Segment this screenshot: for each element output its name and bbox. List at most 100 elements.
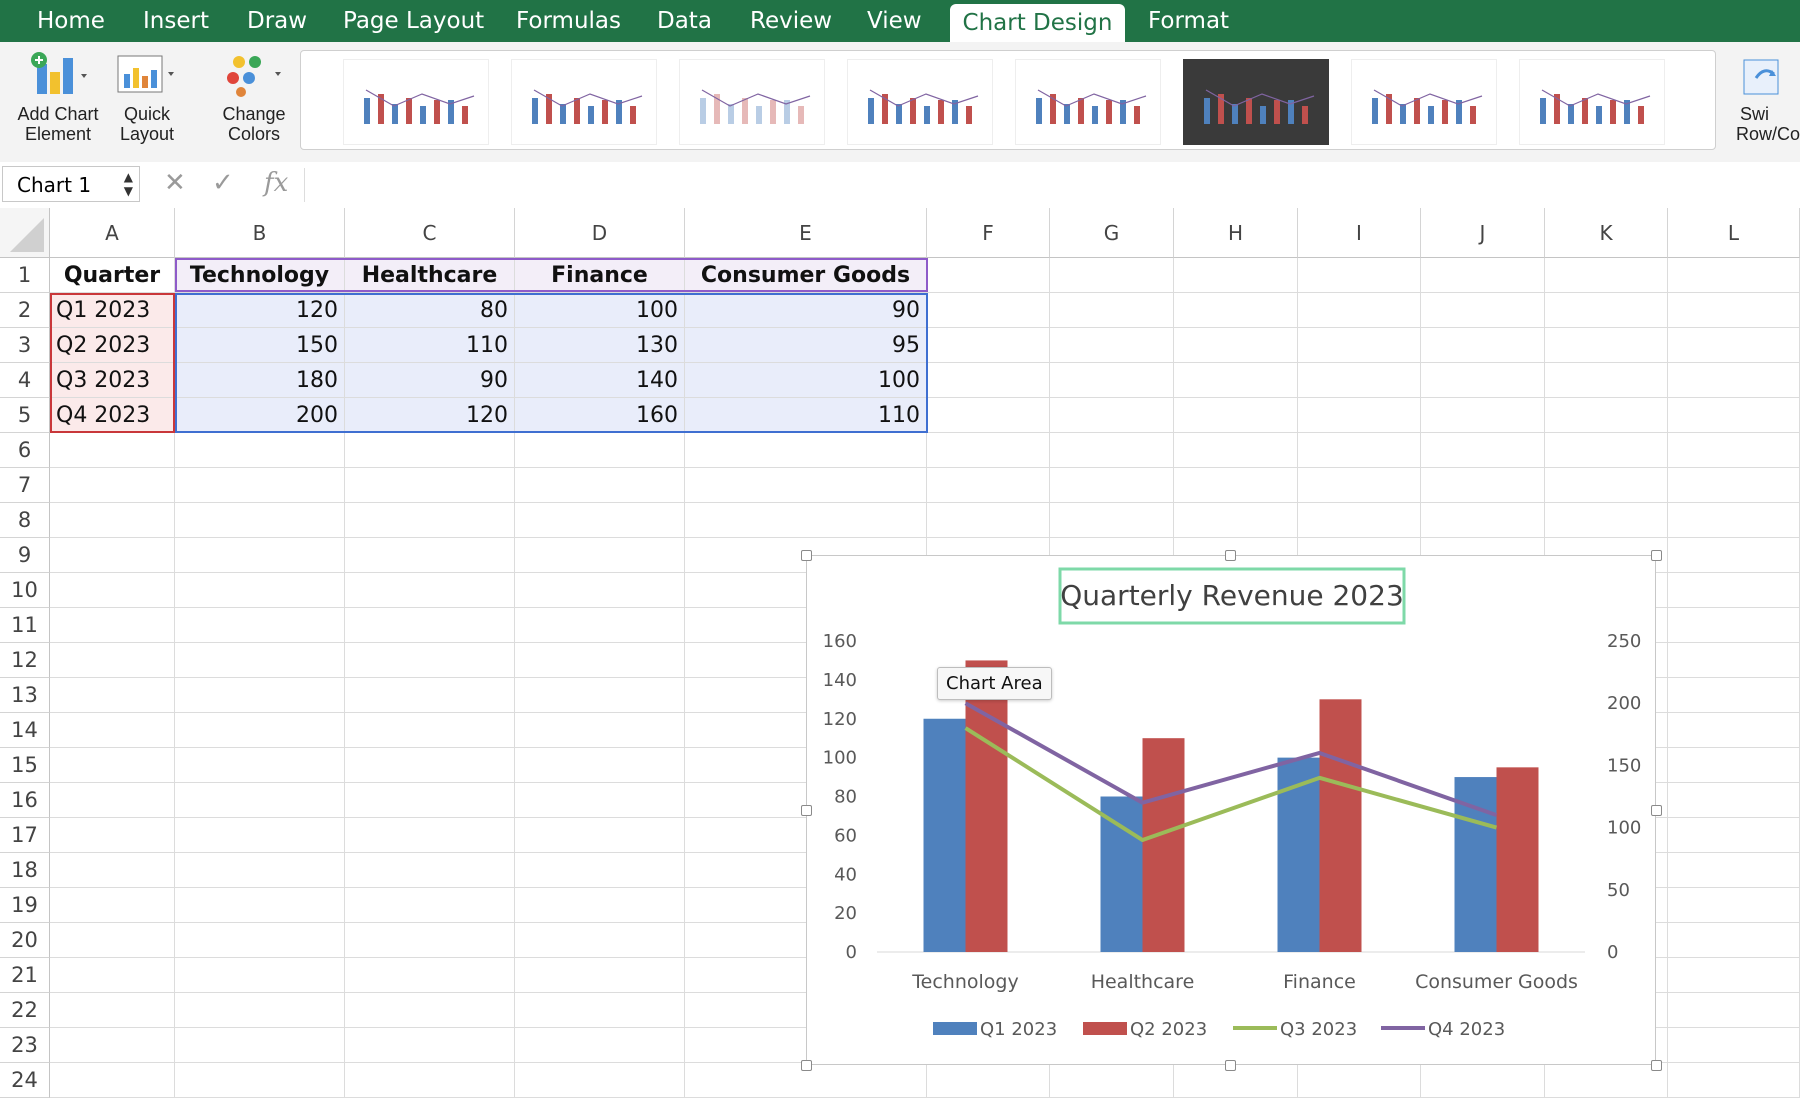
column-header-k[interactable]: K xyxy=(1545,208,1668,258)
cell-d11[interactable] xyxy=(515,608,685,643)
row-header-22[interactable]: 22 xyxy=(0,993,50,1028)
cell-c8[interactable] xyxy=(345,503,515,538)
cell-b8[interactable] xyxy=(175,503,345,538)
cell-f5[interactable] xyxy=(927,398,1050,433)
cell-k4[interactable] xyxy=(1545,363,1668,398)
row-header-16[interactable]: 16 xyxy=(0,783,50,818)
cell-l2[interactable] xyxy=(1668,293,1800,328)
cancel-icon[interactable]: ✕ xyxy=(164,168,186,198)
cell-h6[interactable] xyxy=(1174,433,1298,468)
resize-handle-left[interactable] xyxy=(801,805,812,816)
cell-j3[interactable] xyxy=(1421,328,1545,363)
cell-b21[interactable] xyxy=(175,958,345,993)
cell-a20[interactable] xyxy=(50,923,175,958)
tab-data[interactable]: Data xyxy=(657,8,712,34)
cell-a15[interactable] xyxy=(50,748,175,783)
chart-style-3[interactable] xyxy=(679,59,825,145)
cell-c16[interactable] xyxy=(345,783,515,818)
cell-f7[interactable] xyxy=(927,468,1050,503)
cell-l10[interactable] xyxy=(1668,573,1800,608)
quick-layout-button[interactable]: Quick Layout xyxy=(112,50,182,144)
cell-c1[interactable]: Healthcare xyxy=(345,258,515,293)
cell-a22[interactable] xyxy=(50,993,175,1028)
cell-k24[interactable] xyxy=(1545,1063,1668,1098)
cell-k6[interactable] xyxy=(1545,433,1668,468)
cell-b6[interactable] xyxy=(175,433,345,468)
row-header-18[interactable]: 18 xyxy=(0,853,50,888)
cell-k5[interactable] xyxy=(1545,398,1668,433)
cell-d18[interactable] xyxy=(515,853,685,888)
column-header-l[interactable]: L xyxy=(1668,208,1800,258)
add-chart-element-button[interactable]: Add Chart Element xyxy=(8,50,108,144)
row-header-5[interactable]: 5 xyxy=(0,398,50,433)
cell-b20[interactable] xyxy=(175,923,345,958)
cell-l18[interactable] xyxy=(1668,853,1800,888)
cell-b19[interactable] xyxy=(175,888,345,923)
tab-page-layout[interactable]: Page Layout xyxy=(343,8,485,34)
cell-b5[interactable]: 200 xyxy=(175,398,345,433)
cell-b1[interactable]: Technology xyxy=(175,258,345,293)
cell-b12[interactable] xyxy=(175,643,345,678)
resize-handle-bottom-left[interactable] xyxy=(801,1060,812,1071)
cell-c17[interactable] xyxy=(345,818,515,853)
cell-l7[interactable] xyxy=(1668,468,1800,503)
chart-styles-gallery[interactable] xyxy=(300,50,1716,150)
cell-e7[interactable] xyxy=(685,468,927,503)
tab-review[interactable]: Review xyxy=(750,8,833,34)
cell-l20[interactable] xyxy=(1668,923,1800,958)
cell-a11[interactable] xyxy=(50,608,175,643)
resize-handle-top-right[interactable] xyxy=(1651,550,1662,561)
cell-h7[interactable] xyxy=(1174,468,1298,503)
chart-style-8[interactable] xyxy=(1519,59,1665,145)
cell-i7[interactable] xyxy=(1298,468,1421,503)
chart-style-2[interactable] xyxy=(511,59,657,145)
column-header-i[interactable]: I xyxy=(1298,208,1421,258)
tab-chart-design[interactable]: Chart Design xyxy=(950,4,1125,42)
cell-a6[interactable] xyxy=(50,433,175,468)
row-header-7[interactable]: 7 xyxy=(0,468,50,503)
cell-c21[interactable] xyxy=(345,958,515,993)
cell-d1[interactable]: Finance xyxy=(515,258,685,293)
cell-c24[interactable] xyxy=(345,1063,515,1098)
cell-e2[interactable]: 90 xyxy=(685,293,927,328)
cell-h2[interactable] xyxy=(1174,293,1298,328)
switch-row-column-button[interactable]: Swi Row/Co xyxy=(1736,56,1800,144)
cell-g7[interactable] xyxy=(1050,468,1174,503)
cell-g6[interactable] xyxy=(1050,433,1174,468)
cell-b22[interactable] xyxy=(175,993,345,1028)
select-all-corner[interactable] xyxy=(0,208,50,258)
cell-j4[interactable] xyxy=(1421,363,1545,398)
row-header-4[interactable]: 4 xyxy=(0,363,50,398)
cell-l3[interactable] xyxy=(1668,328,1800,363)
row-header-20[interactable]: 20 xyxy=(0,923,50,958)
cell-b24[interactable] xyxy=(175,1063,345,1098)
cell-a18[interactable] xyxy=(50,853,175,888)
cell-b15[interactable] xyxy=(175,748,345,783)
cell-c9[interactable] xyxy=(345,538,515,573)
cell-a5[interactable]: Q4 2023 xyxy=(50,398,175,433)
cell-a3[interactable]: Q2 2023 xyxy=(50,328,175,363)
cell-e8[interactable] xyxy=(685,503,927,538)
cell-i1[interactable] xyxy=(1298,258,1421,293)
column-header-a[interactable]: A xyxy=(50,208,175,258)
cell-e24[interactable] xyxy=(685,1063,927,1098)
change-colors-button[interactable]: Change Colors xyxy=(214,50,294,144)
tab-formulas[interactable]: Formulas xyxy=(516,8,621,34)
row-header-8[interactable]: 8 xyxy=(0,503,50,538)
chart-style-6[interactable] xyxy=(1183,59,1329,145)
chart-area[interactable]: Quarterly Revenue 2023 0 20 40 60 80 100 120 140… xyxy=(806,555,1656,1065)
resize-handle-top-left[interactable] xyxy=(801,550,812,561)
row-header-17[interactable]: 17 xyxy=(0,818,50,853)
cell-c20[interactable] xyxy=(345,923,515,958)
cell-g4[interactable] xyxy=(1050,363,1174,398)
cell-a8[interactable] xyxy=(50,503,175,538)
cell-l23[interactable] xyxy=(1668,1028,1800,1063)
cell-b11[interactable] xyxy=(175,608,345,643)
resize-handle-right[interactable] xyxy=(1651,805,1662,816)
cell-j24[interactable] xyxy=(1421,1063,1545,1098)
column-header-f[interactable]: F xyxy=(927,208,1050,258)
cell-h3[interactable] xyxy=(1174,328,1298,363)
cell-l22[interactable] xyxy=(1668,993,1800,1028)
cell-l5[interactable] xyxy=(1668,398,1800,433)
row-header-2[interactable]: 2 xyxy=(0,293,50,328)
